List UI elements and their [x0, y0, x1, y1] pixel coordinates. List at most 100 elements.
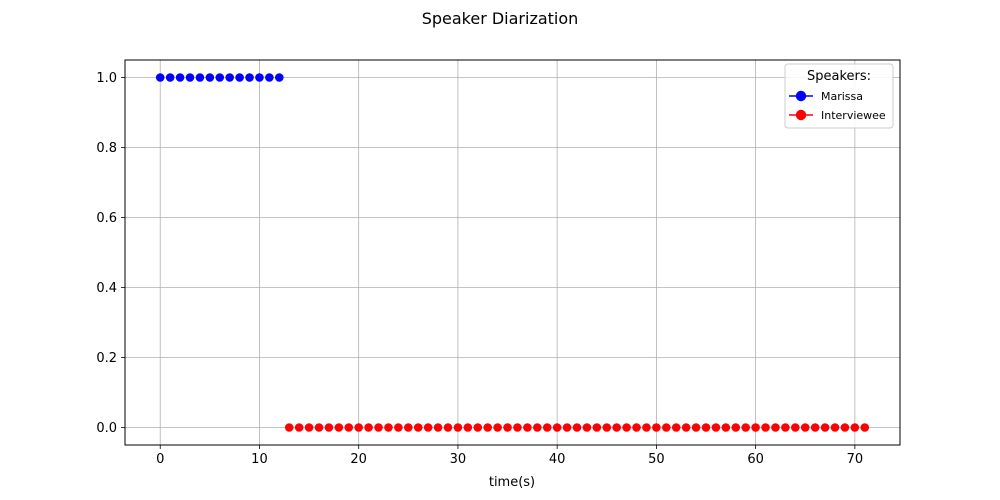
y-tick-label: 0.8 — [96, 141, 117, 156]
x-tick-label: 20 — [350, 452, 367, 467]
data-point-interviewee — [602, 423, 612, 432]
data-point-interviewee — [671, 423, 681, 432]
data-point-marissa — [205, 73, 215, 82]
data-point-interviewee — [364, 423, 373, 432]
x-axis-label: time(s) — [489, 475, 535, 490]
data-point-interviewee — [791, 423, 800, 432]
legend-label-marissa: Marissa — [821, 90, 863, 103]
data-point-interviewee — [820, 423, 830, 432]
x-tick-label: 70 — [847, 452, 864, 467]
x-axis-ticks: 0 10 20 30 40 50 60 70 — [156, 445, 863, 467]
data-point-marissa — [255, 73, 264, 82]
data-point-interviewee — [642, 423, 651, 432]
data-point-interviewee — [344, 423, 354, 432]
data-point-interviewee — [840, 423, 850, 432]
data-point-interviewee — [781, 423, 790, 432]
data-point-interviewee — [533, 423, 542, 432]
data-point-interviewee — [493, 423, 502, 432]
data-point-marissa — [185, 73, 195, 82]
data-point-interviewee — [413, 423, 423, 432]
data-point-interviewee — [810, 423, 820, 432]
data-point-marissa — [215, 73, 225, 82]
data-point-interviewee — [523, 423, 532, 432]
data-point-interviewee — [662, 423, 671, 432]
legend-marker-interviewee — [795, 109, 807, 121]
data-point-interviewee — [652, 423, 661, 432]
data-point-marissa — [245, 73, 254, 82]
data-point-interviewee — [731, 423, 741, 432]
data-point-marissa — [265, 73, 274, 82]
data-point-interviewee — [433, 423, 443, 432]
data-point-interviewee — [721, 423, 731, 432]
y-axis-ticks: 0.0 0.2 0.4 0.6 0.8 1.0 — [96, 71, 125, 436]
data-point-interviewee — [612, 423, 621, 432]
data-point-interviewee — [483, 423, 492, 432]
data-point-interviewee — [711, 423, 721, 432]
data-point-interviewee — [850, 423, 860, 432]
data-point-interviewee — [284, 423, 294, 432]
legend: Speakers: Marissa Interviewee — [784, 63, 894, 129]
data-point-interviewee — [691, 423, 701, 432]
data-point-interviewee — [453, 423, 463, 432]
data-point-interviewee — [314, 423, 324, 432]
data-point-interviewee — [374, 423, 383, 432]
data-point-interviewee — [582, 423, 592, 432]
data-point-interviewee — [572, 423, 582, 432]
x-tick-label: 60 — [747, 452, 764, 467]
data-point-interviewee — [304, 423, 314, 432]
data-point-interviewee — [552, 423, 562, 432]
data-point-interviewee — [860, 423, 870, 432]
data-point-marissa — [225, 73, 234, 82]
data-point-interviewee — [334, 423, 344, 432]
data-point-interviewee — [830, 423, 840, 432]
legend-box — [784, 63, 894, 129]
data-point-interviewee — [681, 423, 691, 432]
data-point-interviewee — [800, 423, 810, 432]
data-point-marissa — [155, 73, 165, 82]
data-point-interviewee — [324, 423, 334, 432]
data-point-interviewee — [503, 423, 512, 432]
data-point-interviewee — [384, 423, 393, 432]
plot-frame — [124, 59, 901, 446]
legend-title: Speakers: — [807, 69, 871, 84]
data-point-interviewee — [701, 423, 711, 432]
data-points — [155, 73, 870, 432]
x-tick-label: 10 — [251, 452, 268, 467]
y-tick-label: 0.2 — [96, 351, 117, 366]
chart-title: Speaker Diarization — [422, 9, 579, 28]
data-point-interviewee — [473, 423, 483, 432]
legend-marker-marissa — [795, 90, 807, 102]
legend-entries: Marissa Interviewee — [789, 90, 886, 122]
data-point-interviewee — [404, 423, 413, 432]
y-tick-label: 0.4 — [96, 281, 117, 296]
data-point-marissa — [175, 73, 185, 82]
data-point-interviewee — [622, 423, 631, 432]
data-point-interviewee — [592, 423, 602, 432]
data-point-interviewee — [761, 423, 770, 432]
x-tick-label: 30 — [450, 452, 467, 467]
y-tick-label: 0.0 — [96, 421, 117, 436]
y-tick-label: 0.6 — [96, 211, 117, 226]
data-point-interviewee — [771, 423, 780, 432]
data-point-interviewee — [443, 423, 453, 432]
data-point-interviewee — [542, 423, 552, 432]
data-point-interviewee — [513, 423, 522, 432]
x-tick-label: 40 — [549, 452, 566, 467]
data-point-interviewee — [632, 423, 641, 432]
data-point-interviewee — [751, 423, 760, 432]
x-tick-label: 50 — [648, 452, 665, 467]
data-point-marissa — [275, 73, 284, 82]
x-tick-label: 0 — [156, 452, 164, 467]
y-tick-label: 1.0 — [96, 71, 117, 86]
data-point-interviewee — [294, 423, 304, 432]
data-point-interviewee — [394, 423, 403, 432]
data-point-interviewee — [423, 423, 433, 432]
data-point-interviewee — [354, 423, 363, 432]
data-point-marissa — [195, 73, 205, 82]
data-point-interviewee — [562, 423, 572, 432]
data-point-interviewee — [463, 423, 473, 432]
grid — [125, 60, 900, 445]
data-point-marissa — [235, 73, 244, 82]
data-point-interviewee — [741, 423, 750, 432]
